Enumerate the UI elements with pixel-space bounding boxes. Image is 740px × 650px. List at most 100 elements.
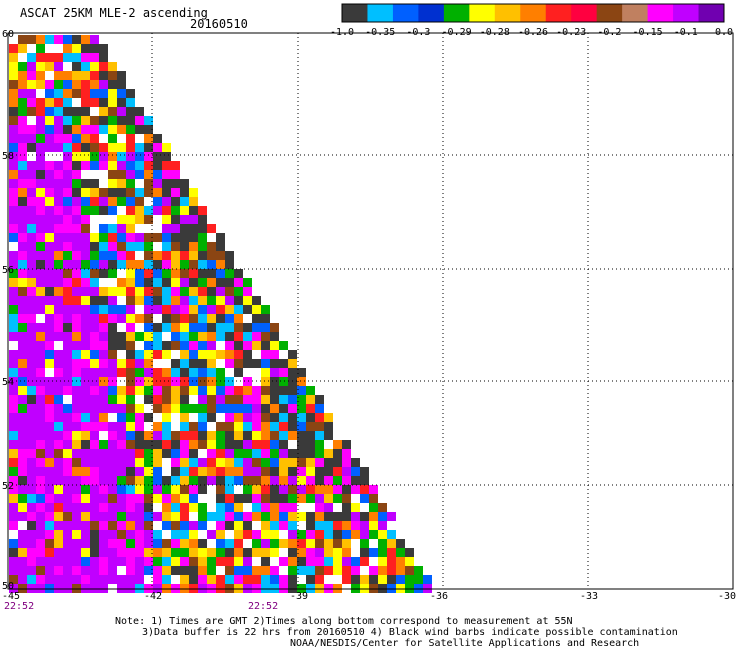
swath-cell xyxy=(279,422,288,431)
swath-cell xyxy=(162,422,171,431)
note-line-1: Note: 1) Times are GMT 2)Times along bot… xyxy=(115,616,573,627)
swath-cell xyxy=(72,242,81,251)
swath-cell xyxy=(423,575,432,584)
swath-cell xyxy=(90,314,99,323)
colorbar-label: -1.0 xyxy=(330,27,354,38)
swath-cell xyxy=(306,521,315,530)
swath-cell xyxy=(72,440,81,449)
swath-cell xyxy=(153,305,162,314)
swath-cell xyxy=(63,224,72,233)
swath-cell xyxy=(36,242,45,251)
swath-cell xyxy=(162,197,171,206)
swath-cell xyxy=(27,125,36,134)
swath-cell xyxy=(279,476,288,485)
swath-cell xyxy=(198,215,207,224)
swath-cell xyxy=(144,233,153,242)
swath-cell xyxy=(117,296,126,305)
swath-cell xyxy=(180,422,189,431)
swath-cell xyxy=(243,566,252,575)
swath-cell xyxy=(198,368,207,377)
swath-cell xyxy=(9,548,18,557)
swath-cell xyxy=(261,350,270,359)
swath-cell xyxy=(27,197,36,206)
swath-cell xyxy=(162,179,171,188)
swath-cell xyxy=(36,170,45,179)
swath-cell xyxy=(36,125,45,134)
swath-cell xyxy=(27,170,36,179)
swath-cell xyxy=(81,44,90,53)
swath-cell xyxy=(27,224,36,233)
swath-cell xyxy=(279,431,288,440)
swath-cell xyxy=(180,485,189,494)
swath-cell xyxy=(9,80,18,89)
swath-cell xyxy=(135,359,144,368)
swath-cell xyxy=(45,440,54,449)
swath-cell xyxy=(324,422,333,431)
swath-cell xyxy=(396,530,405,539)
swath-cell xyxy=(162,575,171,584)
swath-cell xyxy=(252,332,261,341)
swath-cell xyxy=(63,89,72,98)
swath-cell xyxy=(279,521,288,530)
swath-cell xyxy=(225,431,234,440)
swath-cell xyxy=(135,494,144,503)
swath-cell xyxy=(351,485,360,494)
swath-cell xyxy=(99,206,108,215)
swath-cell xyxy=(324,530,333,539)
swath-cell xyxy=(27,107,36,116)
swath-cell xyxy=(126,188,135,197)
swath-cell xyxy=(207,233,216,242)
swath-cell xyxy=(216,575,225,584)
swath-cell xyxy=(72,98,81,107)
swath-cell xyxy=(117,287,126,296)
swath-cell xyxy=(126,197,135,206)
swath-cell xyxy=(99,341,108,350)
swath-cell xyxy=(270,512,279,521)
swath-cell xyxy=(81,539,90,548)
swath-cell xyxy=(333,512,342,521)
swath-cell xyxy=(72,467,81,476)
swath-cell xyxy=(27,314,36,323)
swath-cell xyxy=(45,35,54,44)
swath-cell xyxy=(99,224,108,233)
swath-cell xyxy=(378,512,387,521)
swath-cell xyxy=(198,467,207,476)
swath-cell xyxy=(72,143,81,152)
swath-cell xyxy=(297,539,306,548)
swath-cell xyxy=(261,377,270,386)
swath-cell xyxy=(135,557,144,566)
swath-cell xyxy=(90,89,99,98)
swath-cell xyxy=(18,503,27,512)
swath-cell xyxy=(171,485,180,494)
swath-cell xyxy=(18,152,27,161)
swath-cell xyxy=(261,557,270,566)
swath-cell xyxy=(252,539,261,548)
swath-cell xyxy=(180,332,189,341)
swath-cell xyxy=(243,431,252,440)
swath-cell xyxy=(189,530,198,539)
swath-cell xyxy=(162,449,171,458)
swath-cell xyxy=(135,341,144,350)
swath-cell xyxy=(117,89,126,98)
swath-cell xyxy=(171,260,180,269)
swath-cell xyxy=(126,125,135,134)
swath-cell xyxy=(27,287,36,296)
swath-cell xyxy=(153,197,162,206)
swath-cell xyxy=(153,431,162,440)
swath-cell xyxy=(90,413,99,422)
swath-cell xyxy=(126,107,135,116)
swath-cell xyxy=(108,422,117,431)
swath-cell xyxy=(45,287,54,296)
swath-cell xyxy=(99,287,108,296)
swath-cell xyxy=(288,467,297,476)
swath-cell xyxy=(9,215,18,224)
swath-cell xyxy=(36,359,45,368)
swath-cell xyxy=(36,206,45,215)
swath-cell xyxy=(18,323,27,332)
swath-cell xyxy=(252,485,261,494)
swath-cell xyxy=(171,422,180,431)
swath-cell xyxy=(243,413,252,422)
swath-cell xyxy=(117,233,126,242)
swath-cell xyxy=(99,413,108,422)
swath-cell xyxy=(216,512,225,521)
